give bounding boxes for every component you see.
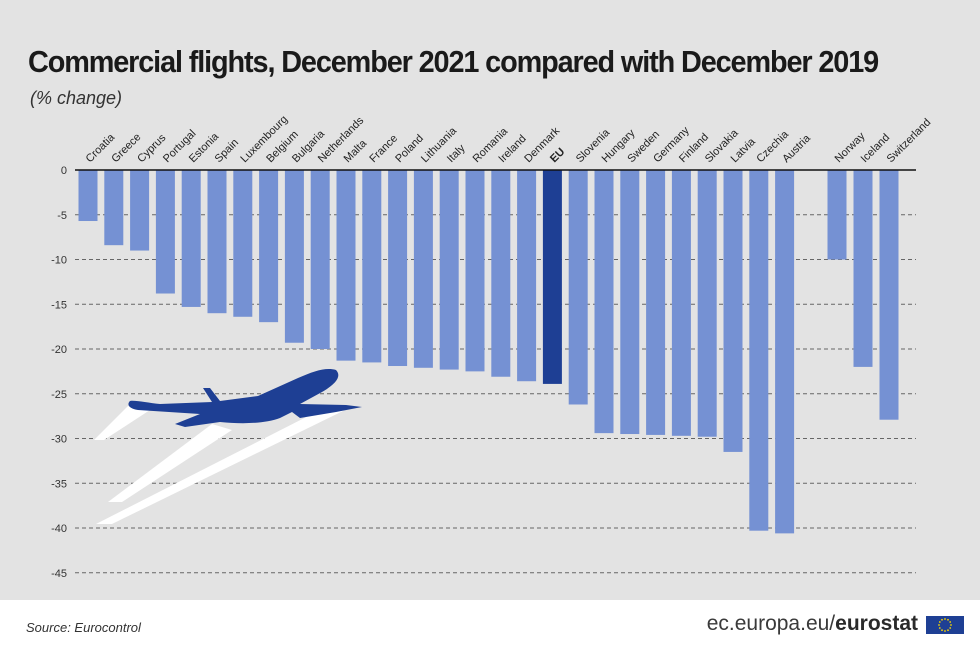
x-tick-label: Switzerland: [885, 116, 934, 165]
flag-star: [938, 621, 941, 623]
y-tick-labels: 0 -5 -10 -15 -20 -25 -30 -35 -40 -45: [51, 165, 67, 580]
bar-poland: [388, 170, 408, 367]
x-tick-label: Poland: [393, 132, 426, 165]
bar-netherlands: [310, 170, 330, 349]
bar-iceland: [853, 170, 873, 367]
bars: [78, 170, 899, 534]
bar-romania: [465, 170, 485, 372]
flag-star: [949, 627, 952, 629]
flag-star: [938, 624, 940, 626]
y-tick-label: -40: [51, 523, 67, 535]
x-tick-label: EU: [548, 146, 567, 165]
bar-luxembourg: [233, 170, 253, 317]
bar-lithuania: [413, 170, 433, 368]
y-tick-label: -5: [57, 210, 67, 222]
brand-domain: ec.europa.eu/: [706, 612, 836, 635]
bar-czechia: [749, 170, 769, 531]
bar-malta: [336, 170, 356, 361]
y-tick-label: -30: [51, 434, 67, 446]
x-tick-label: France: [367, 132, 400, 165]
bar-slovakia: [697, 170, 717, 437]
bar-hungary: [594, 170, 614, 434]
bar-sweden: [620, 170, 640, 435]
x-tick-labels: CroatiaGreeceCyprusPortugalEstoniaSpainL…: [84, 113, 934, 165]
chart-subtitle: (% change): [30, 88, 123, 108]
flag-star: [941, 629, 943, 632]
bar-germany: [646, 170, 666, 435]
bar-eu: [542, 170, 562, 384]
bar-norway: [827, 170, 847, 260]
bar-latvia: [723, 170, 743, 452]
airplane-icon: [94, 368, 362, 524]
y-tick-label: -25: [51, 389, 67, 401]
source-note: Source: Eurocontrol: [26, 620, 141, 635]
y-tick-label: -20: [51, 344, 67, 356]
bar-croatia: [78, 170, 98, 222]
flag-star: [944, 618, 946, 620]
bar-austria: [775, 170, 795, 534]
bar-portugal: [155, 170, 175, 294]
bar-italy: [439, 170, 459, 370]
flag-star: [947, 629, 949, 632]
bar-bulgaria: [284, 170, 304, 343]
y-tick-label: 0: [61, 165, 67, 177]
x-tick-label: Italy: [445, 142, 468, 165]
y-tick-label: -35: [51, 478, 67, 490]
y-tick-label: -45: [51, 568, 67, 580]
brand-link[interactable]: ec.europa.eu/eurostat: [707, 612, 918, 636]
flag-star: [950, 624, 952, 626]
brand-name: eurostat: [835, 612, 918, 635]
flag-star: [938, 627, 941, 629]
bar-cyprus: [130, 170, 150, 251]
flag-star: [949, 621, 952, 623]
y-tick-label: -15: [51, 299, 67, 311]
footer: Source: Eurocontrol ec.europa.eu/eurosta…: [0, 600, 980, 648]
flag-star: [944, 630, 946, 632]
y-tick-label: -10: [51, 255, 67, 267]
bar-belgium: [259, 170, 279, 323]
bar-slovenia: [568, 170, 588, 405]
bar-switzerland: [879, 170, 899, 420]
eu-flag-icon: [926, 616, 964, 634]
bar-spain: [207, 170, 227, 314]
bar-greece: [104, 170, 124, 246]
bar-denmark: [517, 170, 537, 382]
flag-star: [941, 618, 943, 621]
bar-chart: 0 -5 -10 -15 -20 -25 -30 -35 -40 -45 CroatiaGreec…: [51, 113, 934, 580]
chart-area: Commercial flights, December 2021 compar…: [28, 44, 934, 580]
bar-finland: [671, 170, 691, 436]
bar-ireland: [491, 170, 511, 377]
chart-title: Commercial flights, December 2021 compar…: [28, 44, 879, 79]
bar-france: [362, 170, 382, 363]
bar-estonia: [181, 170, 201, 307]
flag-star: [947, 618, 949, 621]
